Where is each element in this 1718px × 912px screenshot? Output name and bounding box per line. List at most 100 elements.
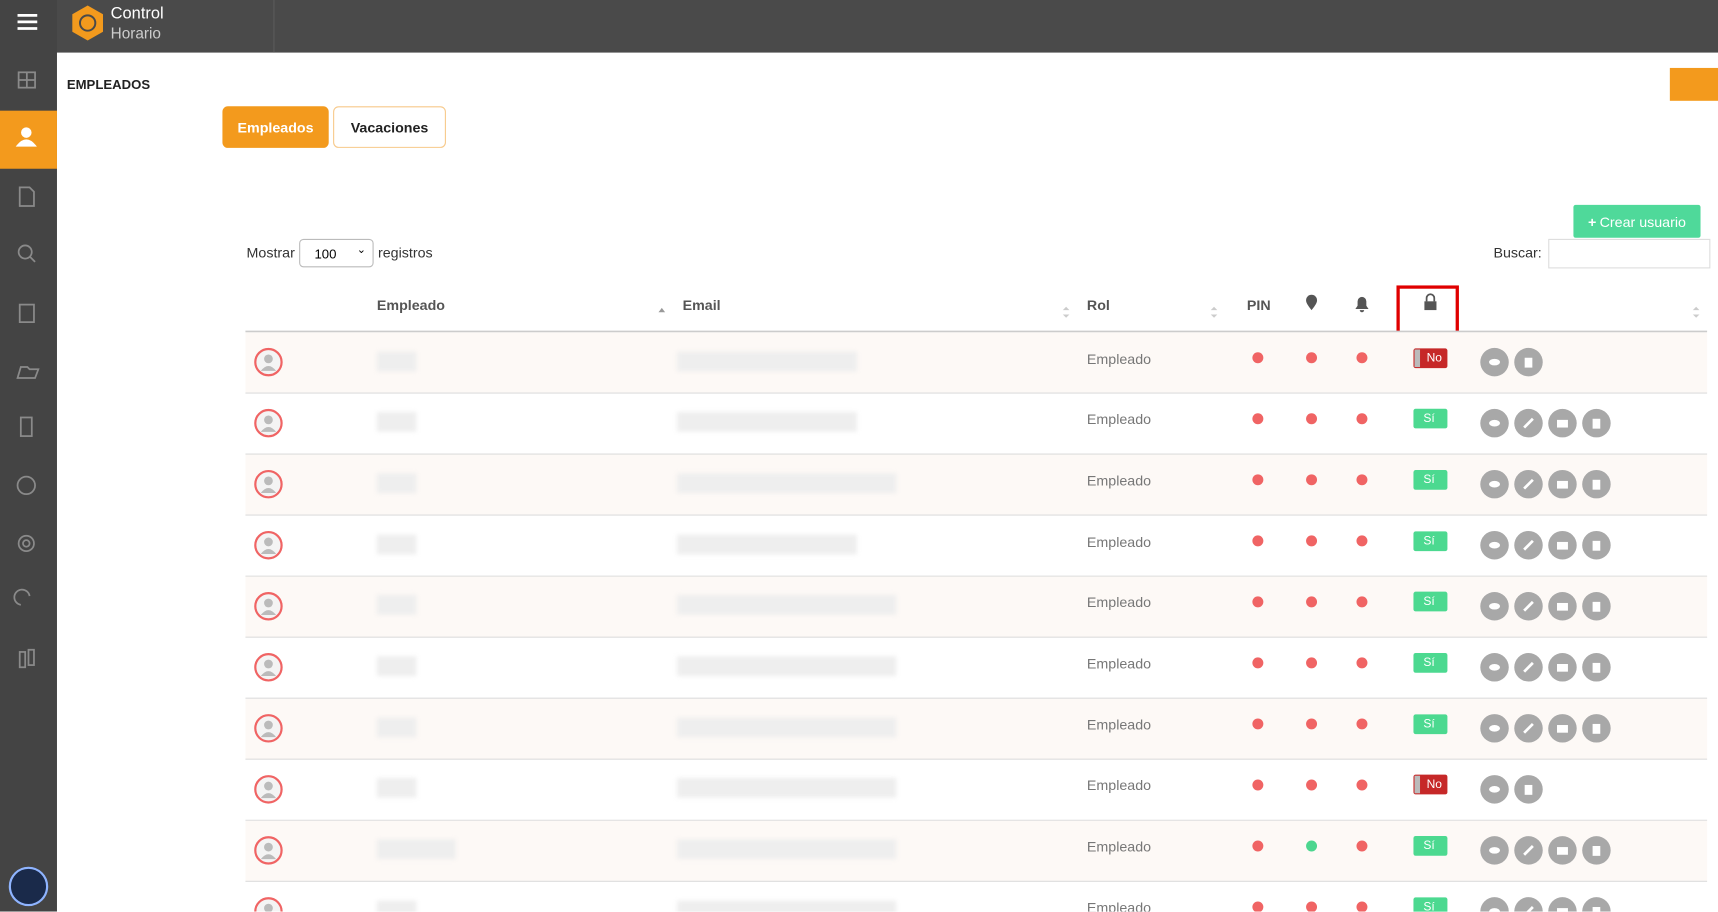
avatar-head: [264, 720, 273, 730]
table-row: [245, 820, 1708, 882]
role: Empleado: [1086, 350, 1152, 367]
avatar-head: [264, 537, 273, 547]
pencil-icon: [1523, 600, 1534, 612]
eye-icon: [1489, 908, 1501, 912]
avatar-body: [260, 426, 277, 432]
tab[interactable]: Empleados: [222, 106, 329, 148]
role: Empleado: [1086, 899, 1152, 912]
column-header[interactable]: Rol: [1086, 296, 1110, 314]
eye-icon: [1489, 663, 1501, 671]
redacted-email: [677, 412, 857, 432]
notifications-status: [1356, 352, 1368, 364]
eye-icon: [1489, 602, 1501, 610]
access-toggle: [1413, 897, 1448, 912]
mail-icon: [1556, 663, 1568, 672]
access-label: Sí: [1423, 717, 1435, 731]
location-status: [1306, 596, 1318, 608]
bell-icon: [1355, 296, 1369, 313]
column-header[interactable]: Empleado: [376, 296, 445, 314]
plus-icon: +: [1588, 213, 1597, 230]
location-status: [1306, 657, 1318, 669]
location-status: [1306, 535, 1318, 547]
avatar-head: [264, 598, 273, 608]
access-toggle: [1413, 714, 1448, 734]
delete-button[interactable]: [1582, 897, 1611, 912]
table-row: [245, 576, 1708, 638]
role: Empleado: [1086, 838, 1152, 855]
notifications-status: [1356, 657, 1368, 669]
trash-icon: [1592, 418, 1601, 429]
redacted-email: [677, 717, 897, 738]
mail-icon: [1556, 419, 1568, 428]
page-title: EMPLEADOS: [66, 76, 151, 93]
eye-icon: [1489, 786, 1501, 793]
trash-icon: [1524, 357, 1533, 368]
access-label: Sí: [1423, 839, 1435, 853]
eye-icon: [1489, 847, 1501, 854]
trash-icon: [1524, 784, 1533, 795]
table-row: [245, 393, 1708, 455]
location-status: [1306, 352, 1318, 364]
menu-icon[interactable]: [17, 13, 38, 30]
avatar-body: [260, 671, 277, 677]
email-button[interactable]: [1548, 897, 1577, 912]
chevron: ⌄: [356, 244, 366, 257]
redacted-email: [677, 595, 897, 616]
access-toggle: [1413, 347, 1448, 368]
tab[interactable]: Vacaciones: [333, 106, 446, 148]
pin-status: [1252, 596, 1264, 608]
sidebar-icons[interactable]: [13, 71, 40, 669]
column-header[interactable]: Email: [682, 296, 721, 314]
access-toggle: [1413, 836, 1448, 856]
view-button[interactable]: [1480, 897, 1509, 912]
help-widget[interactable]: [8, 866, 49, 907]
search-input[interactable]: [1548, 238, 1711, 269]
access-toggle: [1413, 592, 1448, 612]
pin-status: [1252, 779, 1264, 791]
avatar-body: [260, 854, 277, 860]
table-row: [245, 637, 1708, 699]
redacted-name: [376, 900, 417, 912]
mail-icon: [1556, 541, 1568, 550]
notifications-status: [1356, 413, 1368, 425]
page-size: 100: [314, 246, 337, 262]
column-header[interactable]: PIN: [1246, 296, 1271, 314]
edit-button[interactable]: [1514, 897, 1543, 912]
pin-status: [1252, 718, 1264, 730]
trash-icon: [1592, 662, 1601, 673]
redacted-name: [376, 839, 456, 860]
eye-icon: [1489, 358, 1501, 366]
role: Empleado: [1086, 533, 1152, 550]
pin-status: [1252, 352, 1264, 364]
create-user-button[interactable]: + Crear usuario: [1573, 204, 1701, 238]
access-label: No: [1426, 778, 1443, 792]
redacted-name: [376, 595, 417, 616]
redacted-name: [376, 656, 417, 677]
access-label: Sí: [1423, 900, 1435, 912]
redacted-name: [376, 534, 417, 554]
avatar-head: [264, 476, 273, 486]
notifications-status: [1356, 779, 1368, 791]
access-label: Sí: [1423, 473, 1435, 487]
notifications-status: [1356, 901, 1368, 912]
role: Empleado: [1086, 472, 1152, 489]
avatar-head: [264, 781, 273, 791]
access-toggle: [1413, 469, 1448, 490]
eye-icon: [1489, 725, 1501, 732]
pencil-icon: [1523, 539, 1534, 551]
mail-icon: [1556, 480, 1568, 489]
role: Empleado: [1086, 716, 1152, 733]
access-toggle: [1413, 530, 1448, 551]
pin-status: [1252, 474, 1264, 486]
action-button[interactable]: [1669, 67, 1718, 101]
avatar-body: [260, 488, 277, 493]
role: Empleado: [1086, 777, 1152, 794]
redacted-email: [677, 778, 897, 799]
avatar-head: [264, 903, 273, 912]
location-status: [1306, 413, 1318, 425]
mail-icon: [1556, 847, 1568, 855]
access-label: No: [1426, 351, 1443, 365]
location-status: [1306, 840, 1318, 852]
page-size-select[interactable]: 100 ⌄: [299, 238, 374, 268]
trash-icon: [1592, 907, 1601, 912]
